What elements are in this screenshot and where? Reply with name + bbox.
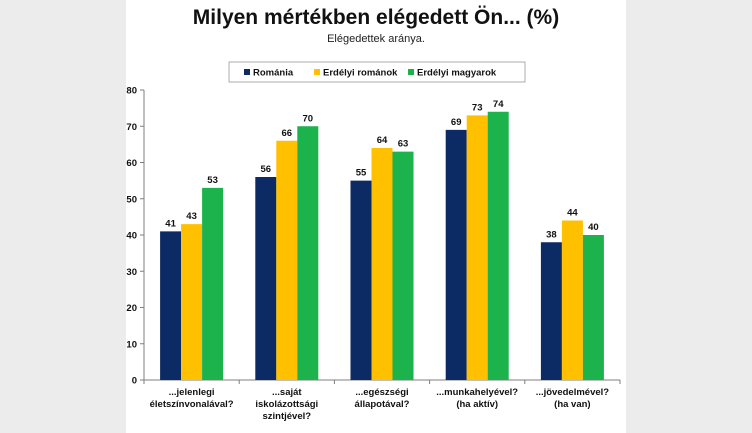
legend-label: Erdélyi magyarok bbox=[417, 68, 497, 79]
bar-2-3 bbox=[371, 148, 393, 380]
y-tick-label: 0 bbox=[132, 376, 137, 387]
category-label-line: ...munkahelyével? bbox=[436, 387, 518, 398]
category-label-line: ...egészségi bbox=[355, 387, 408, 398]
bar-3-3 bbox=[392, 151, 414, 380]
bar-1-1 bbox=[160, 231, 182, 380]
legend: Románia Erdélyi románok Erdélyi magyarok bbox=[244, 68, 497, 79]
y-tick-label: 40 bbox=[126, 231, 137, 242]
data-label: 55 bbox=[356, 168, 367, 179]
category-label-line: (ha aktív) bbox=[456, 399, 498, 410]
y-tick-label: 10 bbox=[126, 339, 137, 350]
y-tick-label: 80 bbox=[126, 86, 137, 97]
bar-3-2 bbox=[297, 126, 319, 380]
legend-label: Erdélyi románok bbox=[323, 68, 398, 79]
bar-2-4 bbox=[466, 115, 488, 380]
category-label-line: iskolázottsági bbox=[255, 399, 318, 410]
chart-title: Milyen mértékben elégedett Ön... (%) bbox=[192, 6, 560, 29]
data-label: 74 bbox=[493, 99, 504, 110]
category-label: ...munkahelyével? (ha aktív) bbox=[436, 387, 518, 410]
legend-box bbox=[228, 61, 526, 83]
category-label-line: (ha van) bbox=[554, 399, 590, 410]
chart-subtitle: Elégedettek aránya. bbox=[327, 33, 425, 45]
category-label-line: szintjével? bbox=[263, 411, 312, 422]
data-label: 73 bbox=[472, 102, 483, 113]
category-label-line: ...saját bbox=[272, 387, 302, 398]
category-label: ...jövedelmével? (ha van) bbox=[536, 387, 610, 410]
legend-swatch bbox=[244, 69, 250, 75]
data-label: 63 bbox=[398, 139, 409, 150]
category-label-line: állapotával? bbox=[355, 399, 410, 410]
bar-1-2 bbox=[255, 177, 277, 380]
legend-label: Románia bbox=[253, 68, 294, 79]
data-label: 38 bbox=[546, 229, 557, 240]
category-label-line: életszínvonalával? bbox=[150, 399, 234, 410]
data-label: 56 bbox=[261, 164, 272, 175]
y-tick-label: 20 bbox=[126, 303, 137, 314]
data-label: 44 bbox=[567, 208, 578, 219]
data-label: 53 bbox=[207, 175, 218, 186]
data-label: 64 bbox=[377, 135, 388, 146]
category-label: ...egészségi állapotával? bbox=[355, 387, 410, 410]
data-labels: 41 43 53 56 66 70 55 64 63 69 73 74 38 44 40 bbox=[165, 99, 598, 241]
y-tick-label: 60 bbox=[126, 158, 137, 169]
bar-2-1 bbox=[181, 224, 203, 380]
legend-swatch bbox=[314, 69, 320, 75]
data-label: 43 bbox=[186, 211, 197, 222]
category-label: ...jelenlegi életszínvonalával? bbox=[150, 387, 234, 410]
axes: 0 10 20 30 40 50 60 70 80 bbox=[126, 86, 621, 387]
y-tick-label: 50 bbox=[126, 194, 137, 205]
data-label: 41 bbox=[165, 218, 176, 229]
bar-1-4 bbox=[445, 129, 467, 380]
bar-2-5 bbox=[561, 220, 583, 380]
legend-swatch bbox=[408, 69, 414, 75]
data-label: 66 bbox=[282, 128, 293, 139]
category-label-line: ...jelenlegi bbox=[169, 387, 215, 398]
data-label: 70 bbox=[303, 113, 314, 124]
y-tick-label: 30 bbox=[126, 267, 137, 278]
category-label: ...saját iskolázottsági szintjével? bbox=[255, 387, 318, 422]
y-tick-label: 70 bbox=[126, 122, 137, 133]
data-label: 69 bbox=[451, 117, 462, 128]
bar-1-5 bbox=[540, 242, 562, 380]
bar-2-2 bbox=[276, 140, 298, 380]
category-label-line: ...jövedelmével? bbox=[536, 387, 610, 398]
bar-3-4 bbox=[487, 111, 509, 380]
bar-3-5 bbox=[582, 235, 604, 380]
category-labels: ...jelenlegi életszínvonalával? ...saját is… bbox=[150, 387, 610, 422]
bars bbox=[160, 111, 604, 380]
bar-3-1 bbox=[202, 187, 224, 380]
bar-1-3 bbox=[350, 180, 372, 380]
data-label: 40 bbox=[588, 222, 599, 233]
